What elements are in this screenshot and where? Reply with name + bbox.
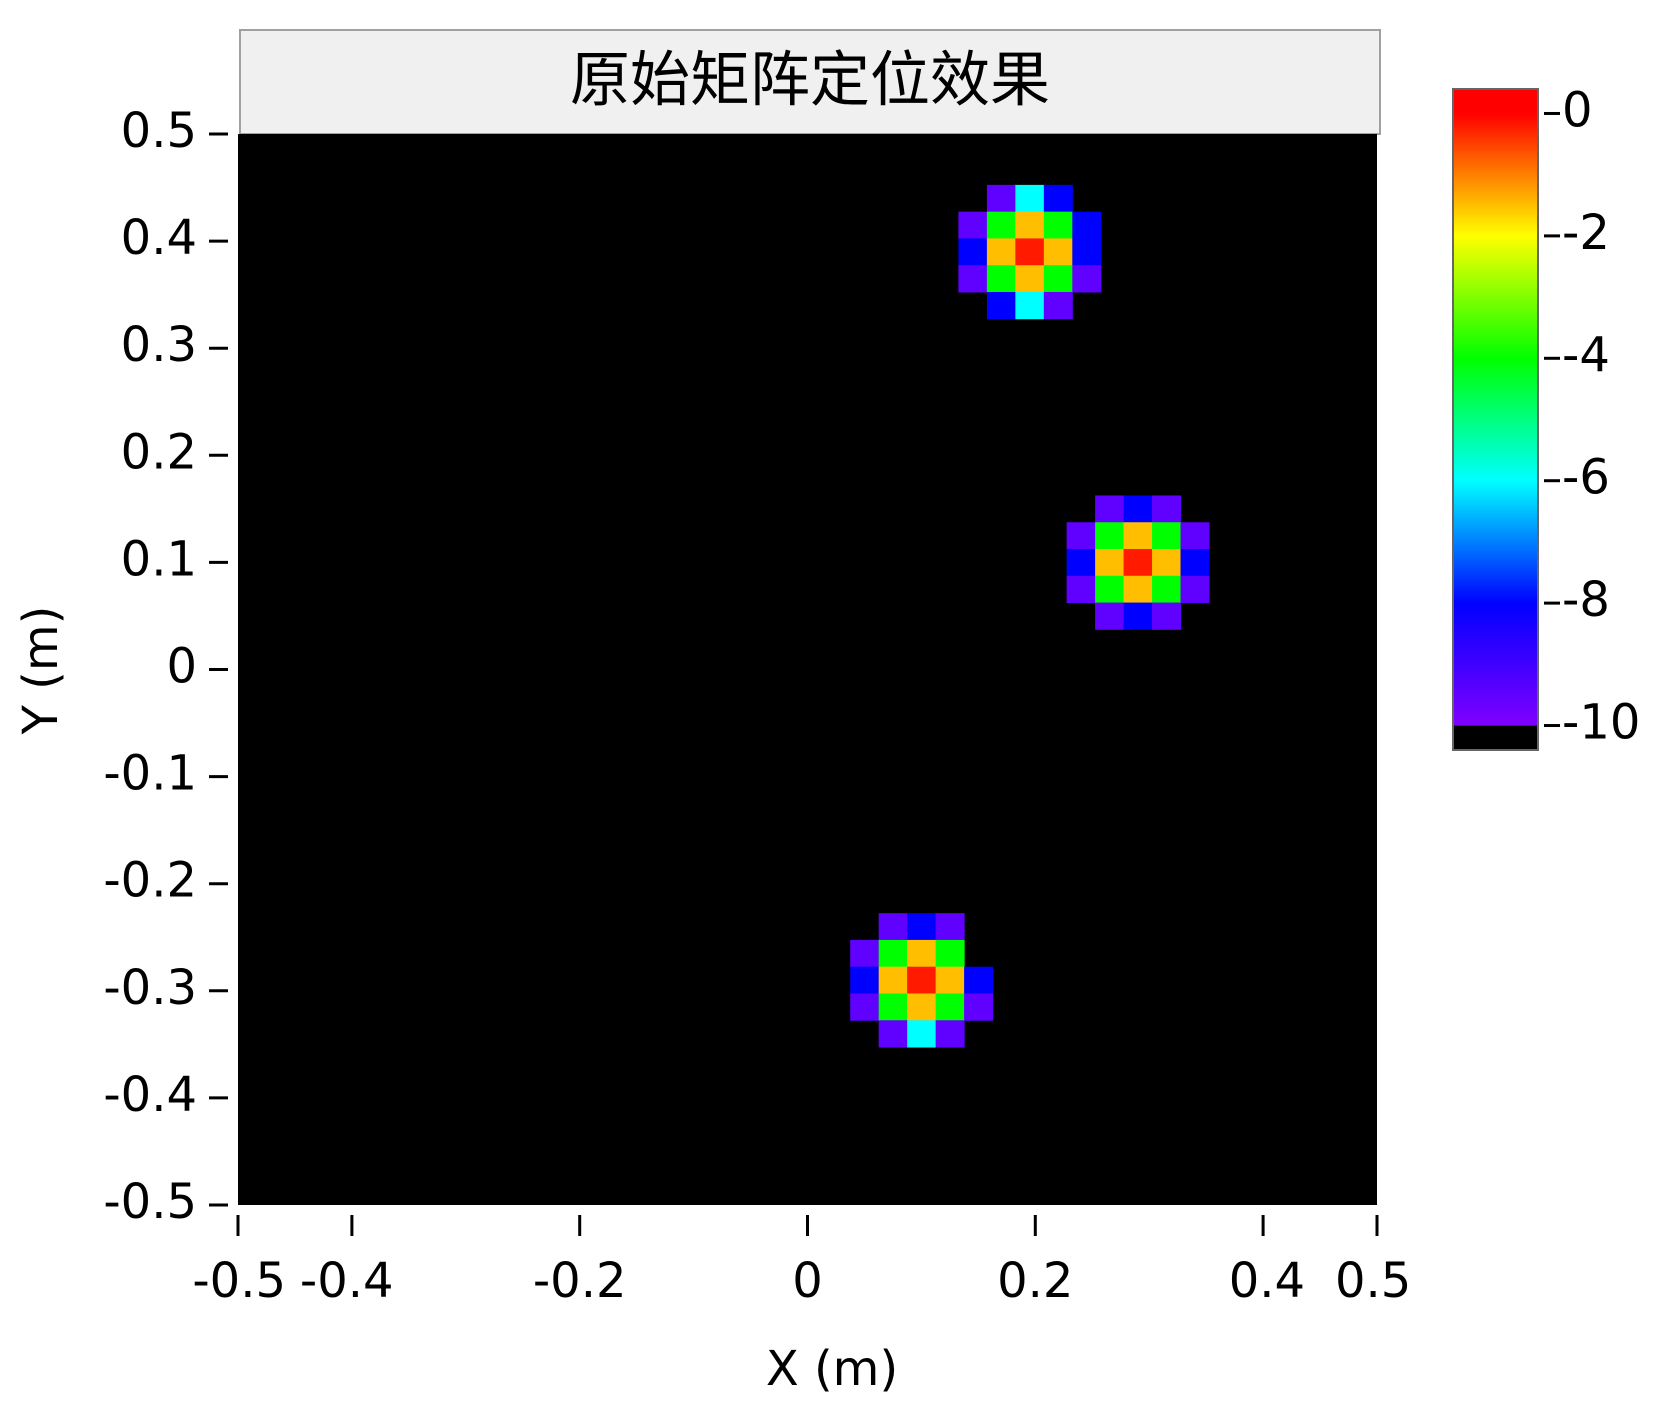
x-axis-label: X (m) [766, 1341, 898, 1397]
heatmap-cell [1043, 211, 1073, 239]
y-tick-label: 0.2 [121, 424, 197, 480]
heatmap-cell [907, 993, 937, 1021]
heatmap-cell [907, 913, 937, 941]
y-tick-label: 0.1 [121, 531, 197, 587]
heatmap-cell [1180, 522, 1210, 550]
heatmap-cell [1072, 238, 1102, 266]
heatmap-cell [1095, 495, 1125, 523]
heatmap-cell [1043, 265, 1073, 293]
heatmap-cell [1066, 522, 1096, 550]
colorbar-tick-label: -8 [1562, 572, 1610, 628]
x-tick-label: 0.5 [1335, 1253, 1411, 1309]
y-tick-label: -0.2 [103, 853, 197, 909]
heatmap-cell [1043, 291, 1073, 320]
x-tick-label: 0 [792, 1253, 823, 1309]
colorbar-tick-label: -4 [1562, 327, 1610, 383]
heatmap-cell [1123, 575, 1153, 604]
colorbar-tick-label: -2 [1562, 205, 1610, 261]
heatmap-cell [986, 184, 1016, 213]
y-tick-label: -0.4 [103, 1067, 197, 1123]
colorbar-frame [1452, 88, 1539, 751]
y-tick-label: -0.5 [103, 1174, 197, 1230]
heatmap-cell [878, 1020, 908, 1048]
y-tick-label: 0.5 [121, 103, 197, 159]
heatmap-cell [1152, 602, 1182, 630]
heatmap-cell [1123, 549, 1153, 577]
heatmap-cell [935, 939, 965, 968]
heatmap-cell [1072, 211, 1102, 239]
heatmap-cell [986, 291, 1016, 320]
x-tick-label: 0.2 [997, 1253, 1073, 1309]
heatmap-cell [878, 993, 908, 1021]
heatmap-cell [1015, 211, 1045, 239]
heatmap-cell [907, 1020, 937, 1048]
heatmap-cell [958, 211, 988, 239]
heatmap-cell [1015, 184, 1045, 213]
heatmap-cell [1152, 549, 1182, 577]
heatmap-cell [986, 211, 1016, 239]
colorbar-tick-label: 0 [1562, 82, 1593, 138]
colorbar-under [1453, 725, 1538, 750]
heatmap-cell [1123, 495, 1153, 523]
heatmap-cell [878, 966, 908, 994]
y-tick-label: 0.4 [121, 210, 197, 266]
y-axis-label: Y (m) [13, 606, 69, 736]
heatmap-cell [964, 993, 994, 1021]
colorbar-tick-label: -6 [1562, 450, 1610, 506]
colorbar [1453, 113, 1538, 726]
colorbar-over [1453, 89, 1538, 114]
heatmap-cell [1066, 549, 1096, 577]
heatmap-cell [907, 966, 937, 994]
heatmap-cell [1043, 238, 1073, 266]
plot-background [238, 134, 1377, 1205]
heatmap-cell [878, 939, 908, 968]
y-tick-label: -0.1 [103, 746, 197, 802]
heatmap-cell [1015, 265, 1045, 293]
x-tick-label: -0.2 [533, 1253, 627, 1309]
heatmap-cell [935, 993, 965, 1021]
heatmap-cell [1095, 549, 1125, 577]
heatmap-cell [850, 993, 880, 1021]
heatmap-cell [1015, 291, 1045, 320]
heatmap-cell [850, 939, 880, 968]
heatmap-cell [1123, 522, 1153, 550]
x-tick-label: 0.4 [1229, 1253, 1305, 1309]
heatmap-cell [878, 913, 908, 941]
heatmap-cell [1152, 522, 1182, 550]
heatmap-cell [1043, 184, 1073, 213]
heatmap-cell [986, 265, 1016, 293]
heatmap-cell [1152, 575, 1182, 604]
heatmap-cell [958, 238, 988, 266]
heatmap-cell [1180, 575, 1210, 604]
heatmap-cell [1095, 522, 1125, 550]
y-tick-label: 0 [166, 639, 197, 695]
title-box [239, 29, 1381, 135]
heatmap-cell [935, 1020, 965, 1048]
heatmap-cell [1072, 265, 1102, 293]
colorbar-tick-label: -10 [1562, 695, 1640, 751]
x-tick-label: -0.5 [192, 1253, 286, 1309]
heatmap-cell [986, 238, 1016, 266]
heatmap-cell [1095, 575, 1125, 604]
y-tick-label: -0.3 [103, 960, 197, 1016]
x-tick-label: -0.4 [300, 1253, 394, 1309]
heatmap-cell [1180, 549, 1210, 577]
y-tick-label: 0.3 [121, 317, 197, 373]
heatmap-cell [964, 966, 994, 994]
heatmap-cell [907, 939, 937, 968]
heatmap-cell [1095, 602, 1125, 630]
heatmap-cell [850, 966, 880, 994]
heatmap-cell [1152, 495, 1182, 523]
heatmap-cell [1066, 575, 1096, 604]
heatmap-cell [935, 966, 965, 994]
heatmap-cell [958, 265, 988, 293]
heatmap-cell [1123, 602, 1153, 630]
chart-title: 原始矩阵定位效果 [570, 46, 1050, 116]
heatmap-cell [935, 913, 965, 941]
heatmap-cell [1015, 238, 1045, 266]
